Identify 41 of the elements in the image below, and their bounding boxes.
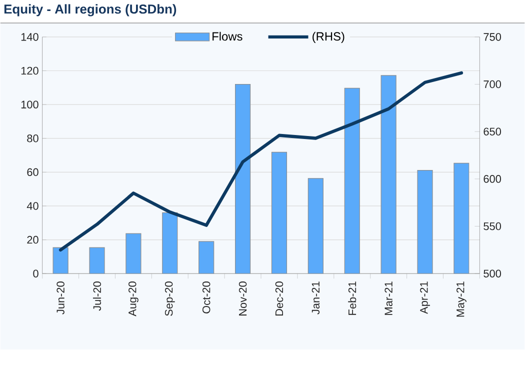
chart-title: Equity - All regions (USDbn) — [4, 4, 176, 16]
y-tick-label: 80 — [27, 134, 38, 142]
line-series — [58, 71, 464, 252]
x-tick-label: Aug-20 — [128, 281, 138, 316]
x-tick-label: Oct-20 — [202, 281, 210, 314]
y2-tick-label: 600 — [484, 174, 502, 183]
bar — [235, 84, 250, 274]
y-tick-label: 140 — [21, 32, 38, 41]
y-tick-label: 40 — [26, 202, 38, 210]
x-tick-label: Apr-21 — [420, 281, 430, 314]
legend-label: (RHS) — [312, 32, 344, 43]
legend-label: Flows — [212, 32, 242, 40]
x-tick-label: Nov-20 — [238, 281, 247, 316]
x-tick-label: Dec-20 — [275, 281, 284, 316]
y2-tick-label: 650 — [484, 128, 502, 136]
x-tick-label: Jan-21 — [312, 281, 320, 314]
x-tick-label: Sep-20 — [164, 281, 175, 316]
bar — [90, 247, 104, 274]
y-tick-label: 60 — [27, 168, 38, 176]
x-tick-label: Mar-21 — [384, 281, 392, 315]
x-tick-label: May-21 — [456, 281, 466, 316]
x-tick-label: Jun-20 — [56, 281, 64, 314]
bar — [272, 152, 287, 274]
y2-tick-label: 550 — [484, 222, 502, 230]
y-tick-label: 0 — [33, 270, 38, 278]
y-tick-label: 20 — [27, 236, 38, 244]
bar — [308, 178, 324, 274]
bar — [344, 88, 360, 274]
y-tick-label: 100 — [21, 100, 38, 108]
bar — [162, 212, 178, 274]
x-tick-label: Feb-21 — [348, 281, 356, 315]
y2-tick-label: 750 — [484, 32, 502, 41]
y-tick-label: 120 — [21, 66, 38, 74]
y2-tick-label: 500 — [484, 270, 502, 278]
bar — [418, 170, 432, 274]
x-tick-label: Jul-20 — [92, 281, 102, 310]
bar — [126, 233, 141, 274]
y2-tick-label: 700 — [484, 80, 502, 88]
bar — [454, 162, 470, 274]
bar — [198, 241, 214, 274]
bar — [381, 75, 396, 274]
